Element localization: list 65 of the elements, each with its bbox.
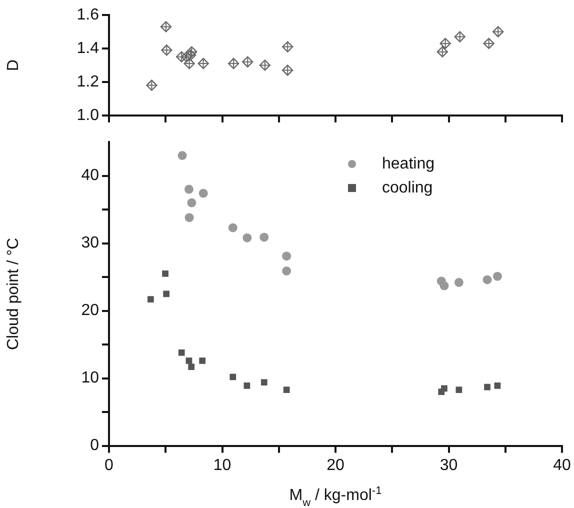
point [186, 46, 198, 58]
point [163, 290, 170, 298]
legend-label: cooling [382, 179, 433, 196]
point [494, 382, 501, 389]
point [199, 358, 206, 364]
x-tick-label: 10 [213, 456, 232, 474]
point [436, 46, 448, 58]
x-tick-label: 30 [440, 456, 458, 474]
point [482, 275, 492, 284]
x-tick-label: 0 [104, 456, 114, 474]
legend-label: heating [382, 155, 434, 172]
y-axis-title: D [5, 59, 22, 71]
point [184, 213, 194, 222]
y-tick-label: 1.4 [76, 40, 100, 57]
point [456, 386, 462, 393]
point [282, 266, 292, 276]
point [244, 382, 250, 389]
point [440, 38, 451, 50]
point [228, 223, 238, 232]
point [454, 31, 466, 42]
point [492, 272, 502, 281]
y-tick-label: 1.0 [76, 106, 100, 124]
point [242, 56, 254, 68]
point [184, 184, 194, 194]
point [242, 233, 252, 242]
y-tick-label: 0 [90, 437, 100, 454]
point [161, 44, 172, 56]
point [187, 198, 196, 208]
y-tick-label: 10 [81, 370, 100, 387]
point [260, 232, 269, 242]
point [184, 50, 196, 61]
point [198, 188, 208, 198]
point [184, 58, 195, 70]
y-tick-label: 30 [81, 234, 100, 252]
point [162, 270, 168, 277]
point [188, 364, 195, 370]
y-tick-label: 1.2 [76, 73, 100, 90]
point [282, 252, 292, 261]
point [176, 51, 188, 62]
point [260, 379, 268, 386]
y-tick-label: 1.6 [76, 6, 100, 24]
point [454, 278, 464, 287]
point [178, 151, 187, 160]
point [178, 349, 185, 356]
point [440, 281, 449, 290]
y-axis-title: Cloud point / °C [5, 238, 22, 350]
y-tick-label: 40 [81, 167, 100, 184]
point [146, 80, 158, 91]
point [483, 38, 494, 50]
point [147, 296, 154, 302]
point [282, 41, 294, 52]
point [282, 64, 294, 76]
point [441, 385, 448, 392]
x-tick-label: 20 [326, 456, 344, 474]
point [484, 384, 490, 390]
point [228, 58, 240, 70]
point [160, 21, 172, 32]
point [283, 386, 290, 393]
point [198, 58, 209, 70]
y-tick-label: 20 [81, 302, 100, 320]
point [186, 358, 192, 364]
point [492, 26, 504, 38]
point [259, 60, 271, 71]
x-tick-label: 40 [553, 456, 571, 474]
point [230, 374, 236, 380]
